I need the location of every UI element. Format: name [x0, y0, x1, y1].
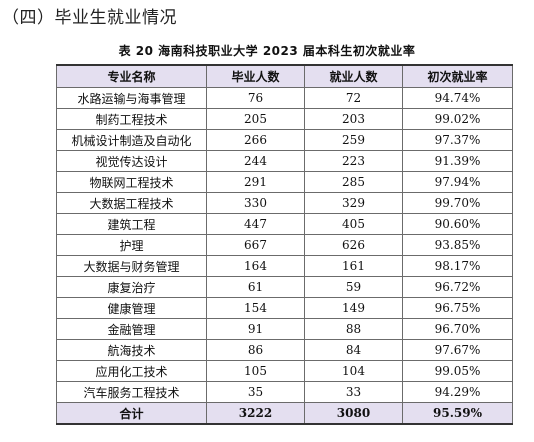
- cell-graduates: 667: [206, 234, 305, 256]
- table-row: 金融管理 91 88 96.70%: [56, 318, 513, 340]
- cell-rate: 97.67%: [402, 339, 513, 361]
- table-row: 大数据与财务管理 164 161 98.17%: [56, 255, 513, 277]
- cell-employed: 149: [304, 297, 403, 319]
- section-heading: （四）毕业生就业情况: [2, 8, 177, 28]
- cell-graduates: 164: [206, 255, 305, 277]
- cell-graduates: 105: [206, 360, 305, 382]
- cell-graduates: 244: [206, 150, 305, 172]
- cell-major: 护理: [56, 234, 207, 256]
- total-rate: 95.59%: [402, 402, 513, 425]
- cell-rate: 91.39%: [402, 150, 513, 172]
- cell-major: 机械设计制造及自动化: [56, 129, 207, 151]
- cell-major: 制药工程技术: [56, 108, 207, 130]
- table-row: 建筑工程 447 405 90.60%: [56, 213, 513, 235]
- table-row: 汽车服务工程技术 35 33 94.29%: [56, 381, 513, 403]
- cell-major: 航海技术: [56, 339, 207, 361]
- cell-employed: 626: [304, 234, 403, 256]
- cell-employed: 59: [304, 276, 403, 298]
- table-row: 水路运输与海事管理 76 72 94.74%: [56, 87, 513, 109]
- cell-rate: 96.72%: [402, 276, 513, 298]
- cell-rate: 90.60%: [402, 213, 513, 235]
- cell-employed: 259: [304, 129, 403, 151]
- cell-graduates: 154: [206, 297, 305, 319]
- column-header-graduates: 毕业人数: [206, 64, 305, 88]
- cell-rate: 96.75%: [402, 297, 513, 319]
- cell-employed: 104: [304, 360, 403, 382]
- table-row: 航海技术 86 84 97.67%: [56, 339, 513, 361]
- table-row: 应用化工技术 105 104 99.05%: [56, 360, 513, 382]
- table-caption: 表 20 海南科技职业大学 2023 届本科生初次就业率: [118, 44, 416, 58]
- cell-major: 健康管理: [56, 297, 207, 319]
- cell-major: 大数据工程技术: [56, 192, 207, 214]
- cell-rate: 94.74%: [402, 87, 513, 109]
- table-row: 大数据工程技术 330 329 99.70%: [56, 192, 513, 214]
- cell-rate: 98.17%: [402, 255, 513, 277]
- cell-employed: 88: [304, 318, 403, 340]
- cell-rate: 93.85%: [402, 234, 513, 256]
- cell-employed: 285: [304, 171, 403, 193]
- cell-graduates: 76: [206, 87, 305, 109]
- cell-employed: 33: [304, 381, 403, 403]
- cell-employed: 223: [304, 150, 403, 172]
- column-header-employed: 就业人数: [304, 64, 403, 88]
- cell-employed: 84: [304, 339, 403, 361]
- cell-graduates: 91: [206, 318, 305, 340]
- cell-major: 应用化工技术: [56, 360, 207, 382]
- cell-major: 金融管理: [56, 318, 207, 340]
- cell-graduates: 205: [206, 108, 305, 130]
- cell-rate: 99.02%: [402, 108, 513, 130]
- cell-rate: 97.94%: [402, 171, 513, 193]
- cell-graduates: 291: [206, 171, 305, 193]
- total-graduates: 3222: [206, 402, 305, 425]
- cell-employed: 161: [304, 255, 403, 277]
- employment-table: 专业名称 毕业人数 就业人数 初次就业率 水路运输与海事管理 76 72 94.…: [56, 64, 513, 425]
- cell-employed: 329: [304, 192, 403, 214]
- total-label: 合计: [56, 402, 207, 425]
- table-total-row: 合计 3222 3080 95.59%: [56, 402, 513, 425]
- table-row: 健康管理 154 149 96.75%: [56, 297, 513, 319]
- table-row: 机械设计制造及自动化 266 259 97.37%: [56, 129, 513, 151]
- cell-graduates: 35: [206, 381, 305, 403]
- cell-graduates: 61: [206, 276, 305, 298]
- cell-employed: 72: [304, 87, 403, 109]
- cell-major: 视觉传达设计: [56, 150, 207, 172]
- table-row: 护理 667 626 93.85%: [56, 234, 513, 256]
- cell-rate: 96.70%: [402, 318, 513, 340]
- cell-rate: 94.29%: [402, 381, 513, 403]
- table-row: 康复治疗 61 59 96.72%: [56, 276, 513, 298]
- cell-graduates: 447: [206, 213, 305, 235]
- cell-rate: 97.37%: [402, 129, 513, 151]
- cell-rate: 99.70%: [402, 192, 513, 214]
- column-header-major: 专业名称: [56, 64, 207, 88]
- column-header-rate: 初次就业率: [402, 64, 513, 88]
- cell-major: 水路运输与海事管理: [56, 87, 207, 109]
- cell-major: 大数据与财务管理: [56, 255, 207, 277]
- table-row: 制药工程技术 205 203 99.02%: [56, 108, 513, 130]
- cell-rate: 99.05%: [402, 360, 513, 382]
- cell-major: 汽车服务工程技术: [56, 381, 207, 403]
- cell-graduates: 86: [206, 339, 305, 361]
- table-header-row: 专业名称 毕业人数 就业人数 初次就业率: [56, 64, 513, 88]
- cell-major: 物联网工程技术: [56, 171, 207, 193]
- cell-graduates: 330: [206, 192, 305, 214]
- cell-employed: 203: [304, 108, 403, 130]
- table-row: 视觉传达设计 244 223 91.39%: [56, 150, 513, 172]
- total-employed: 3080: [304, 402, 403, 425]
- cell-major: 康复治疗: [56, 276, 207, 298]
- cell-graduates: 266: [206, 129, 305, 151]
- table-row: 物联网工程技术 291 285 97.94%: [56, 171, 513, 193]
- cell-major: 建筑工程: [56, 213, 207, 235]
- cell-employed: 405: [304, 213, 403, 235]
